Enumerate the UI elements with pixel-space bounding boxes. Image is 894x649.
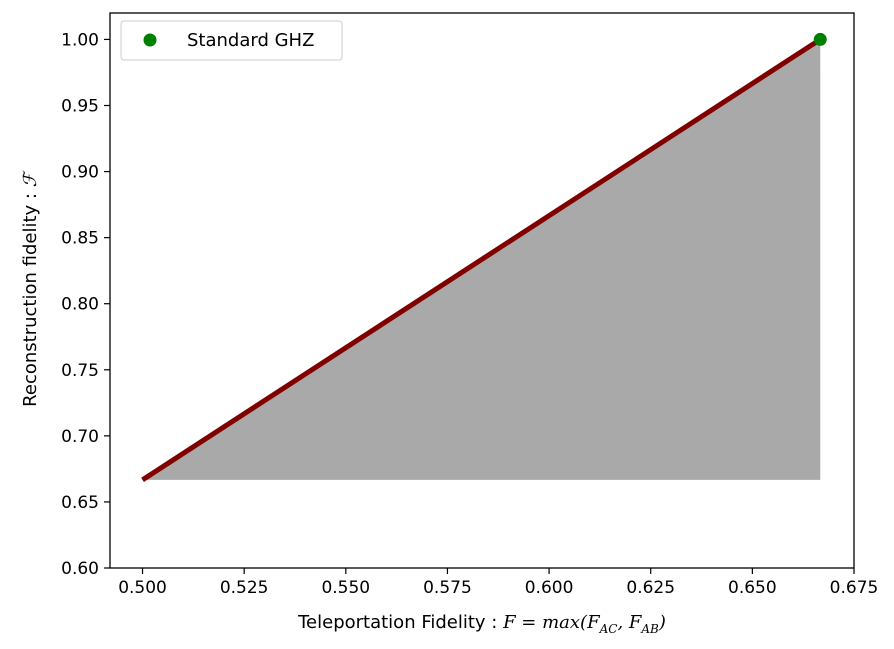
x-tick-label: 0.575 xyxy=(423,578,472,598)
y-tick-label: 0.65 xyxy=(61,493,99,513)
x-axis-label-separator: , F xyxy=(617,612,642,633)
line-layer xyxy=(141,37,822,482)
y-tick-label: 0.90 xyxy=(61,163,99,183)
x-axis-label-subscript-ac: AC xyxy=(599,622,618,636)
y-tick-label: 0.75 xyxy=(61,361,99,381)
x-axis-label: Teleportation Fidelity : F = max(FAC, FA… xyxy=(297,612,666,636)
x-tick-label: 0.525 xyxy=(220,578,269,598)
point-layer xyxy=(813,32,827,46)
fidelity-bound-line xyxy=(141,37,822,482)
x-axis-label-text: Teleportation Fidelity : xyxy=(297,612,503,633)
y-tick-label: 0.80 xyxy=(61,295,99,315)
x-axis-label-math: F = max(F xyxy=(502,612,601,633)
data-point-standard-ghz xyxy=(813,32,827,46)
y-tick-label: 0.95 xyxy=(61,97,99,117)
y-axis-label-text: Reconstruction fidelity : xyxy=(20,187,41,407)
legend-label-standard-ghz: Standard GHZ xyxy=(187,30,314,51)
x-tick-label: 0.650 xyxy=(728,578,777,598)
y-axis-label: Reconstruction fidelity : ℱ xyxy=(20,170,41,407)
y-tick-label: 0.70 xyxy=(61,427,99,447)
plot-frame xyxy=(109,12,855,569)
x-axis-label-subscript-ab: AB xyxy=(640,622,659,636)
y-axis-label-math: ℱ xyxy=(20,170,41,187)
x-tick-label: 0.600 xyxy=(525,578,574,598)
y-tick-label: 0.60 xyxy=(61,559,99,579)
legend: Standard GHZ xyxy=(120,20,343,61)
y-tick-label: 0.85 xyxy=(61,229,99,249)
x-tick-label: 0.500 xyxy=(118,578,167,598)
x-tick-label: 0.675 xyxy=(830,578,879,598)
y-ticks: 0.60 0.65 0.70 0.75 0.80 0.85 0.90 0.95 1.00 xyxy=(61,30,110,579)
x-tick-label: 0.625 xyxy=(626,578,675,598)
x-ticks: 0.500 0.525 0.550 0.575 0.600 0.625 0.650 0.675 xyxy=(118,568,878,598)
x-tick-label: 0.550 xyxy=(321,578,370,598)
legend-box xyxy=(120,20,343,61)
y-tick-label: 1.00 xyxy=(61,30,99,50)
x-axis-label-close: ) xyxy=(658,612,666,633)
legend-marker-standard-ghz xyxy=(143,33,157,47)
